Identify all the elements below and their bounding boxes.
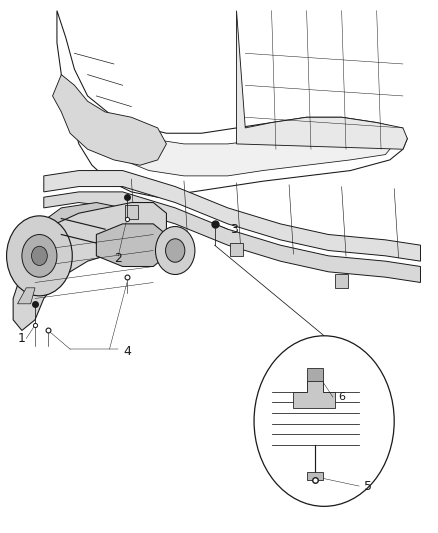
Text: 3: 3 — [230, 223, 238, 236]
Circle shape — [32, 246, 47, 265]
Polygon shape — [96, 224, 166, 266]
Polygon shape — [44, 171, 420, 261]
Text: 5: 5 — [364, 480, 372, 492]
FancyBboxPatch shape — [335, 274, 348, 288]
Text: 6: 6 — [338, 392, 345, 402]
Circle shape — [254, 336, 394, 506]
Circle shape — [7, 216, 72, 296]
Polygon shape — [307, 368, 323, 392]
Polygon shape — [13, 203, 166, 330]
Circle shape — [22, 235, 57, 277]
Polygon shape — [57, 11, 407, 197]
Circle shape — [166, 239, 185, 262]
Polygon shape — [18, 288, 35, 304]
Polygon shape — [39, 203, 131, 235]
Circle shape — [155, 227, 195, 274]
Polygon shape — [110, 128, 394, 176]
Text: 2: 2 — [114, 252, 122, 265]
Polygon shape — [293, 381, 335, 408]
FancyBboxPatch shape — [125, 205, 138, 219]
Polygon shape — [44, 192, 420, 282]
Text: 1: 1 — [18, 332, 26, 345]
Text: 4: 4 — [123, 345, 131, 358]
FancyBboxPatch shape — [230, 243, 243, 256]
Polygon shape — [307, 472, 323, 480]
Polygon shape — [53, 75, 166, 165]
Polygon shape — [237, 11, 407, 149]
